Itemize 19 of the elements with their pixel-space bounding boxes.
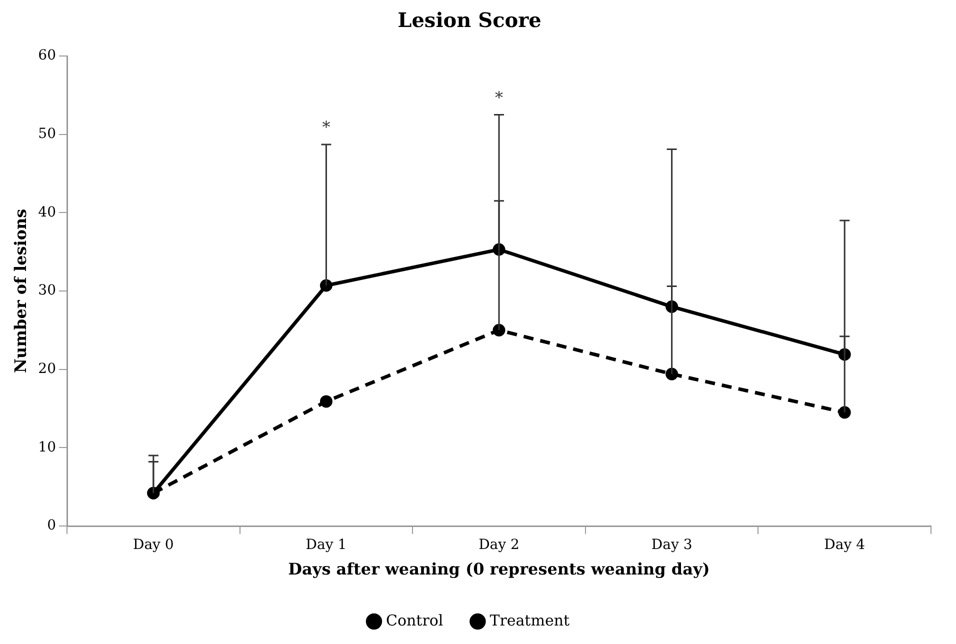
- x-tick-label: Day 3: [651, 537, 692, 554]
- legend-label: Treatment: [490, 611, 570, 630]
- y-tick-label: 0: [47, 518, 56, 534]
- y-axis-title: Number of lesions: [10, 208, 30, 374]
- y-tick-label: 20: [38, 360, 56, 377]
- y-tick-label: 30: [38, 282, 56, 299]
- x-tick-label: Day 0: [132, 537, 174, 554]
- chart-title: Lesion Score: [398, 8, 542, 32]
- x-tick-label: Day 1: [306, 537, 347, 554]
- annotation: *: [495, 88, 504, 107]
- y-tick-label: 40: [38, 204, 56, 220]
- y-tick-label: 10: [38, 439, 56, 456]
- x-tick-label: Day 4: [824, 537, 866, 554]
- x-axis-title: Days after weaning (0 represents weaning day): [288, 560, 710, 579]
- legend-label: Control: [386, 611, 444, 630]
- y-tick-label: 60: [38, 48, 56, 64]
- x-tick-label: Day 2: [478, 537, 520, 554]
- annotation: *: [322, 118, 330, 137]
- y-tick-label: 50: [38, 126, 56, 142]
